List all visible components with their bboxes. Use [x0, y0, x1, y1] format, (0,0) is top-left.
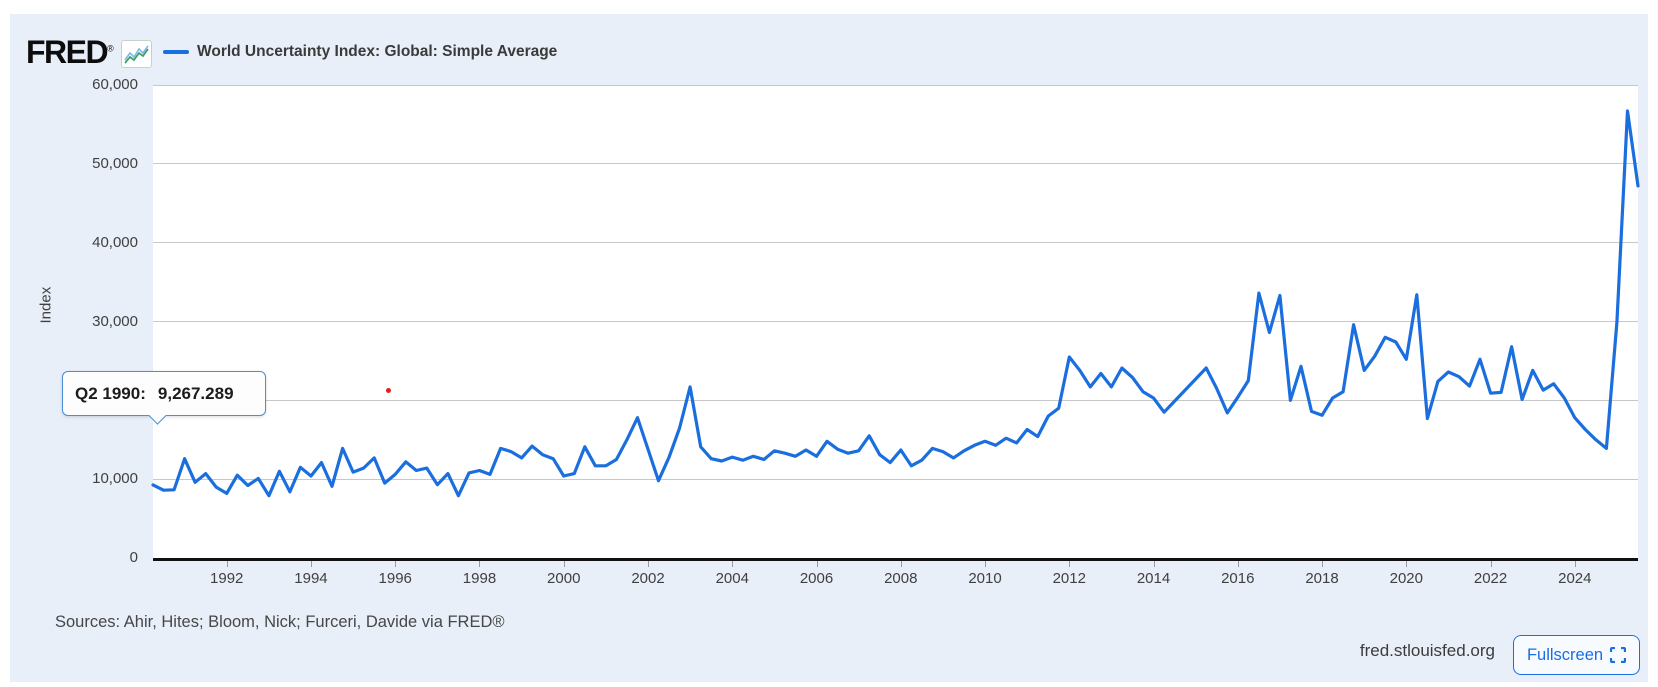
- y-tick-label: 50,000: [92, 154, 138, 172]
- x-tick-mark: [900, 561, 902, 567]
- data-tooltip: Q2 1990: 9,267.289: [62, 371, 266, 425]
- x-tick-label: 1996: [378, 570, 412, 587]
- x-axis-line: [153, 558, 1638, 561]
- chart-panel: FRED® World Uncertainty Index: Global: S…: [10, 14, 1648, 682]
- x-tick-mark: [648, 561, 649, 567]
- x-tick-label: 1998: [462, 570, 497, 587]
- x-tick-label: 2010: [968, 570, 1002, 587]
- x-tick-label: 2002: [631, 570, 665, 587]
- tooltip-value: 9,267.289: [157, 383, 234, 403]
- x-tick-label: 1992: [210, 570, 244, 587]
- x-tick-mark: [226, 561, 228, 567]
- x-tick-label: 2022: [1473, 570, 1508, 587]
- x-tick-mark: [1237, 561, 1239, 567]
- x-tick-mark: [1490, 561, 1492, 567]
- x-tick-mark: [985, 561, 987, 567]
- y-tick-label: 40,000: [92, 233, 138, 251]
- x-tick-mark: [1069, 561, 1071, 567]
- x-tick-mark: [310, 561, 312, 567]
- chart-line-svg[interactable]: [151, 85, 1640, 558]
- x-tick-label: 2018: [1305, 570, 1339, 587]
- x-tick-label: 2024: [1558, 570, 1592, 587]
- fred-logo: FRED®: [26, 34, 114, 70]
- fred-sparkline-icon: [121, 40, 152, 68]
- sources-text: Sources: Ahir, Hites; Bloom, Nick; Furce…: [55, 613, 505, 631]
- site-url: fred.stlouisfed.org: [1359, 641, 1495, 660]
- x-tick-label: 2000: [547, 570, 581, 587]
- x-tick-label: 2004: [715, 570, 749, 587]
- y-tick-label: 30,000: [92, 312, 138, 330]
- gridline: [153, 163, 1638, 165]
- x-tick-mark: [1406, 561, 1408, 567]
- legend-series-label: World Uncertainty Index: Global: Simple …: [197, 43, 558, 60]
- x-tick-mark: [1574, 561, 1576, 567]
- x-tick-mark: [1322, 561, 1324, 567]
- x-tick-mark: [563, 561, 565, 567]
- y-tick-label: 60,000: [92, 76, 138, 93]
- x-tick-label: 1994: [294, 570, 328, 587]
- gridline: [153, 478, 1638, 480]
- gridline: [153, 242, 1638, 244]
- registered-mark: ®: [107, 43, 114, 54]
- x-tick-label: 2012: [1052, 570, 1086, 587]
- x-tick-label: 2014: [1136, 570, 1171, 587]
- x-tick-mark: [1153, 561, 1155, 567]
- legend-line-swatch: [163, 50, 189, 54]
- x-tick-label: 2006: [799, 570, 834, 587]
- x-tick-mark: [816, 561, 818, 567]
- x-tick-label: 2020: [1389, 570, 1423, 587]
- x-tick-mark: [732, 561, 734, 567]
- fullscreen-icon: [1610, 647, 1627, 663]
- x-tick-mark: [479, 561, 481, 567]
- y-tick-label: 0: [129, 549, 138, 566]
- x-tick-label: 2016: [1221, 570, 1255, 587]
- y-axis-title: Index: [37, 286, 55, 324]
- fullscreen-label: Fullscreen: [1526, 645, 1604, 664]
- tooltip-period: Q2 1990:: [75, 383, 146, 403]
- x-tick-label: 2008: [884, 570, 918, 587]
- fullscreen-button[interactable]: Fullscreen: [1513, 635, 1640, 675]
- x-tick-mark: [395, 561, 397, 567]
- y-tick-label: 10,000: [92, 470, 138, 488]
- gridline: [153, 321, 1638, 322]
- cursor-dot: [385, 388, 391, 394]
- series-line: [151, 109, 1640, 498]
- gridline: [153, 399, 1638, 401]
